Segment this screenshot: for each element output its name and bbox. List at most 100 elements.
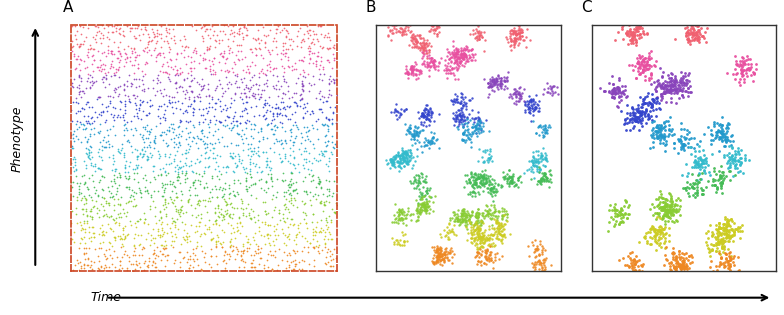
Point <box>670 264 682 269</box>
Point <box>107 158 120 163</box>
Point <box>656 86 669 91</box>
Point <box>492 182 504 187</box>
Point <box>616 89 629 94</box>
Point <box>93 154 105 159</box>
Point <box>95 144 107 149</box>
Point <box>649 238 662 243</box>
Point <box>421 116 434 121</box>
Point <box>151 80 163 85</box>
Point <box>278 201 291 206</box>
Point <box>278 79 290 84</box>
Point <box>214 28 227 33</box>
Point <box>212 37 225 43</box>
Point <box>711 228 724 233</box>
Point <box>471 220 484 225</box>
Point <box>164 195 176 200</box>
Point <box>705 258 717 263</box>
Point <box>227 247 240 252</box>
Point <box>643 66 655 71</box>
Point <box>492 86 504 91</box>
Point <box>648 229 661 234</box>
Point <box>397 108 410 113</box>
Point <box>285 260 297 265</box>
Point <box>325 258 337 263</box>
Point <box>607 90 619 95</box>
Point <box>107 172 120 177</box>
Point <box>409 130 422 135</box>
Point <box>221 164 234 169</box>
Point <box>656 195 669 200</box>
Point <box>160 92 172 97</box>
Point <box>289 99 301 104</box>
Point <box>459 60 471 65</box>
Point <box>684 42 696 47</box>
Point <box>463 220 476 225</box>
Point <box>641 61 654 66</box>
Point <box>386 236 398 241</box>
Point <box>140 187 153 192</box>
Point <box>423 138 435 143</box>
Point <box>219 267 231 272</box>
Point <box>454 56 466 61</box>
Point <box>318 149 331 154</box>
Point <box>113 65 125 70</box>
Point <box>688 20 701 26</box>
Point <box>452 217 464 222</box>
Point <box>280 204 292 209</box>
Point <box>158 86 170 91</box>
Point <box>109 90 122 95</box>
Point <box>422 112 434 117</box>
Point <box>209 244 222 249</box>
Point <box>230 165 242 170</box>
Point <box>424 106 437 111</box>
Point <box>639 233 652 238</box>
Point <box>652 122 665 127</box>
Point <box>97 135 110 140</box>
Point <box>441 255 453 260</box>
Point <box>706 247 718 252</box>
Point <box>642 57 655 62</box>
Point <box>427 24 440 29</box>
Point <box>295 92 307 97</box>
Point <box>503 43 516 49</box>
Point <box>313 182 325 187</box>
Point <box>636 25 648 30</box>
Point <box>645 49 658 54</box>
Point <box>474 180 487 185</box>
Point <box>135 27 147 32</box>
Point <box>531 245 543 250</box>
Point <box>674 78 687 83</box>
Point <box>159 107 172 112</box>
Point <box>401 129 414 134</box>
Point <box>680 263 692 268</box>
Point <box>409 45 422 50</box>
Point <box>393 211 405 216</box>
Point <box>256 66 269 72</box>
Point <box>642 112 655 117</box>
Point <box>296 80 308 85</box>
Point <box>714 251 727 256</box>
Point <box>323 45 336 50</box>
Point <box>404 126 416 131</box>
Point <box>486 222 499 227</box>
Point <box>268 150 281 155</box>
Point <box>524 37 536 43</box>
Point <box>674 256 687 261</box>
Point <box>67 157 79 162</box>
Point <box>655 94 667 99</box>
Point <box>488 216 500 221</box>
Point <box>128 76 140 81</box>
Point <box>84 43 96 48</box>
Point <box>93 112 105 117</box>
Point <box>495 221 507 226</box>
Point <box>238 91 250 96</box>
Point <box>624 37 637 43</box>
Point <box>735 70 748 75</box>
Point <box>715 115 728 120</box>
Point <box>307 173 319 178</box>
Point <box>113 222 125 227</box>
Point <box>149 135 162 140</box>
Point <box>107 155 119 160</box>
Point <box>173 83 186 88</box>
Point <box>456 131 469 136</box>
